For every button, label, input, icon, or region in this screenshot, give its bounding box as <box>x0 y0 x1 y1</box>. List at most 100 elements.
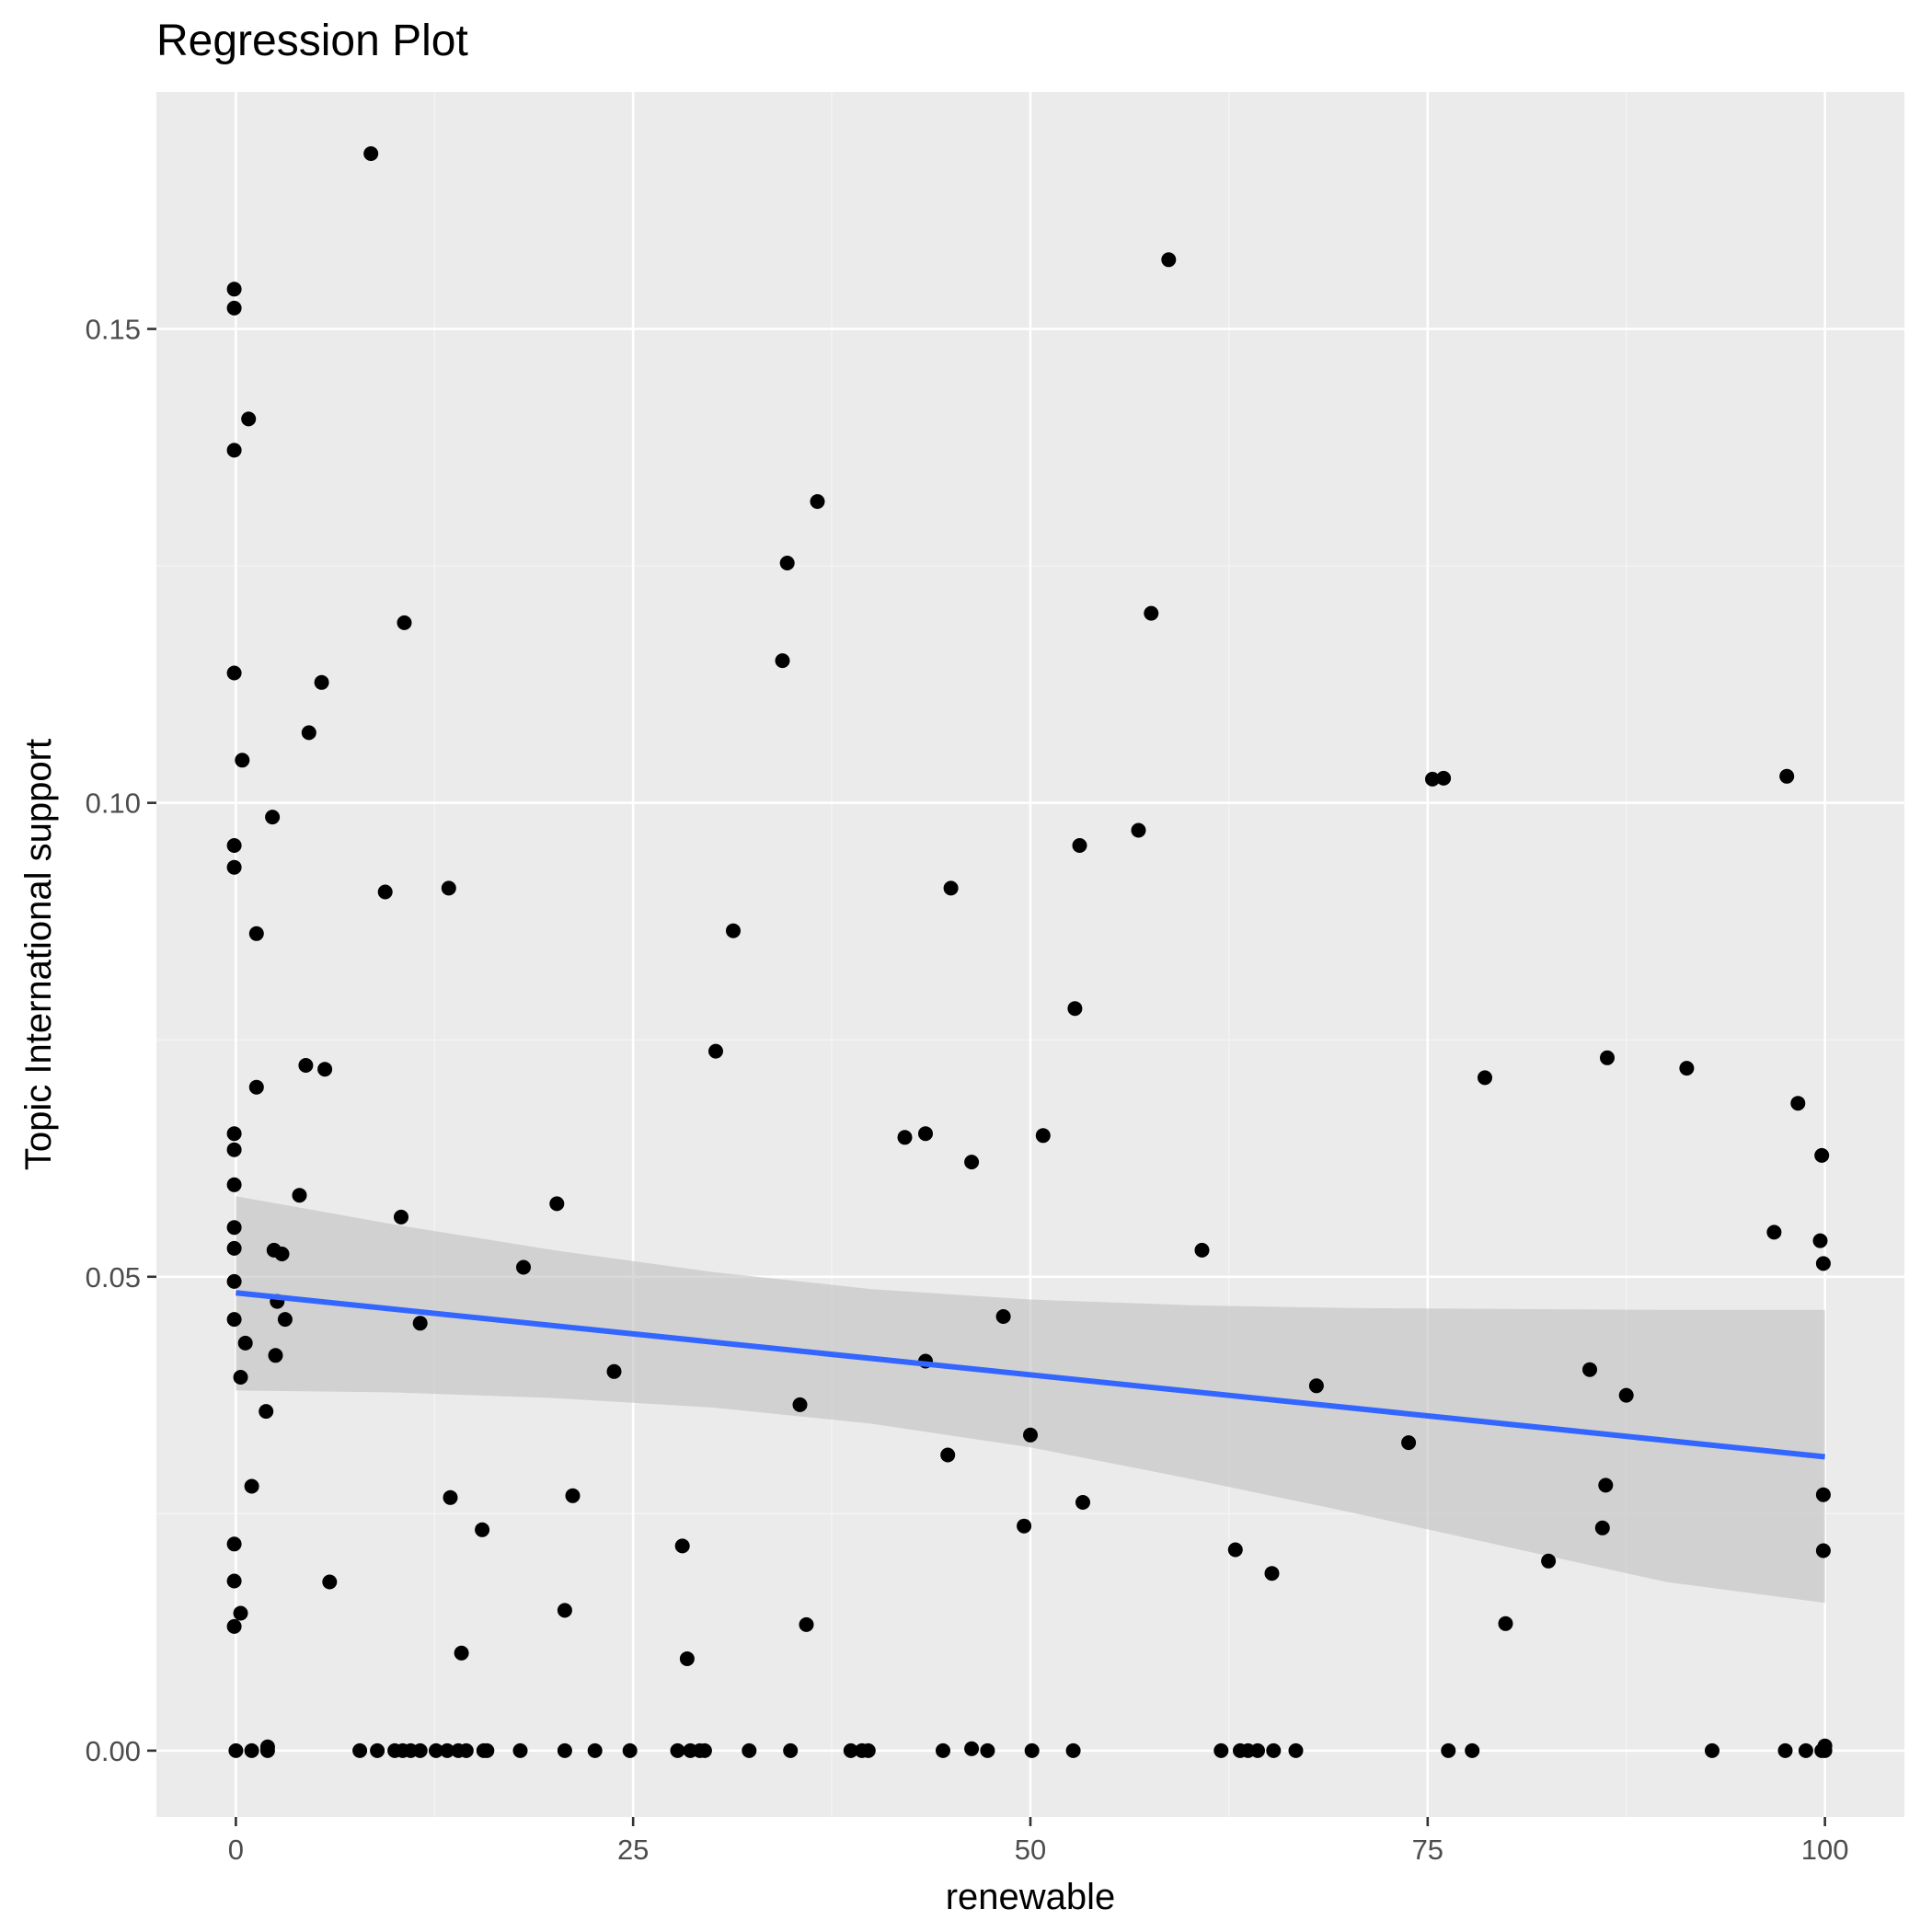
data-point <box>244 1742 259 1758</box>
data-point <box>1779 768 1795 784</box>
data-point <box>1264 1566 1280 1581</box>
data-point <box>1817 1742 1833 1758</box>
data-point <box>397 615 412 630</box>
x-axis-title: renewable <box>946 1877 1116 1917</box>
data-point <box>226 443 242 458</box>
data-point <box>241 411 257 427</box>
data-point <box>1705 1742 1719 1758</box>
data-point <box>226 1142 242 1157</box>
data-point <box>1478 1070 1492 1086</box>
data-point <box>322 1574 338 1590</box>
data-point <box>670 1742 685 1758</box>
data-point <box>226 859 242 875</box>
data-point <box>696 1742 712 1758</box>
y-axis-title: Topic International support <box>18 739 59 1170</box>
data-point <box>622 1742 638 1758</box>
data-point <box>226 1618 242 1634</box>
data-point <box>412 1742 428 1758</box>
data-point <box>708 1043 723 1059</box>
data-point <box>226 1536 242 1552</box>
data-point <box>726 923 741 938</box>
data-point <box>1017 1518 1032 1534</box>
data-point <box>995 1309 1011 1324</box>
data-point <box>783 1742 799 1758</box>
data-point <box>1541 1553 1557 1569</box>
data-point <box>936 1742 950 1758</box>
data-point <box>394 1209 408 1225</box>
data-point <box>458 1742 474 1758</box>
y-tick-label: 0.10 <box>86 788 141 820</box>
data-point <box>1131 822 1146 838</box>
chart-title: Regression Plot <box>156 17 468 65</box>
data-point <box>226 1240 242 1256</box>
data-point <box>233 1605 248 1621</box>
data-point <box>259 1739 275 1754</box>
data-point <box>226 1220 242 1236</box>
data-point <box>226 1312 242 1328</box>
data-point <box>799 1616 814 1632</box>
data-point <box>943 880 959 896</box>
data-point <box>226 838 242 853</box>
regression-line <box>236 1290 1825 1460</box>
x-tick-label: 50 <box>1015 1834 1046 1866</box>
data-point <box>1600 1050 1615 1065</box>
data-point <box>843 1742 858 1758</box>
y-tick-label: 0.00 <box>86 1735 141 1767</box>
data-point <box>352 1742 368 1758</box>
data-point <box>1598 1478 1614 1493</box>
data-point <box>363 146 379 161</box>
y-tick-label: 0.15 <box>86 314 141 346</box>
data-point <box>1024 1742 1040 1758</box>
data-point <box>1023 1427 1038 1443</box>
data-point <box>226 1177 242 1192</box>
data-point <box>1679 1061 1695 1076</box>
data-point <box>549 1196 565 1212</box>
data-point <box>606 1363 622 1379</box>
data-point <box>1161 252 1177 268</box>
data-point <box>475 1522 490 1537</box>
data-point <box>940 1447 956 1463</box>
data-point <box>1065 1742 1081 1758</box>
data-point <box>265 810 281 825</box>
data-point <box>440 1742 455 1758</box>
data-point <box>248 1079 264 1095</box>
data-point <box>557 1603 572 1618</box>
data-point <box>1594 1520 1610 1535</box>
data-point <box>226 1573 242 1589</box>
data-point <box>775 653 790 669</box>
data-point <box>1814 1147 1830 1163</box>
data-point <box>248 926 264 941</box>
data-point <box>1425 771 1440 787</box>
data-point <box>237 1335 253 1351</box>
data-point <box>317 1062 333 1077</box>
y-tick-label: 0.05 <box>86 1261 141 1294</box>
data-point <box>1067 1001 1083 1017</box>
data-point <box>980 1742 995 1758</box>
data-point <box>1072 838 1087 853</box>
data-point <box>964 1741 980 1756</box>
confidence-band <box>236 1196 1825 1604</box>
data-point <box>301 725 316 741</box>
y-axis: 0.00 0.05 0.10 0.15 <box>86 314 156 1767</box>
data-point <box>1266 1742 1282 1758</box>
data-point <box>674 1538 690 1554</box>
data-point <box>1227 1542 1243 1558</box>
data-point <box>479 1742 495 1758</box>
data-point <box>1308 1378 1324 1394</box>
data-point <box>244 1478 259 1494</box>
data-point <box>235 753 250 768</box>
x-tick-label: 25 <box>617 1834 649 1866</box>
data-point <box>429 1742 443 1758</box>
data-point <box>1250 1742 1265 1758</box>
data-point <box>1401 1435 1417 1451</box>
data-point <box>779 556 795 570</box>
data-point <box>516 1259 531 1275</box>
data-point <box>441 880 456 896</box>
data-point <box>226 1273 242 1289</box>
data-point <box>557 1742 572 1758</box>
data-point <box>1815 1256 1831 1271</box>
data-point <box>1777 1742 1793 1758</box>
data-point <box>259 1404 274 1420</box>
data-point <box>918 1126 933 1142</box>
